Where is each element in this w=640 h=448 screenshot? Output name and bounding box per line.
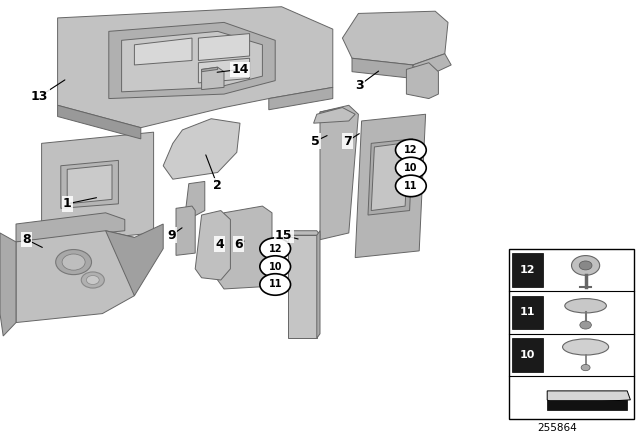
Polygon shape xyxy=(218,206,272,289)
Polygon shape xyxy=(198,58,250,83)
Text: 12: 12 xyxy=(520,265,535,275)
Polygon shape xyxy=(342,11,448,65)
Text: 11: 11 xyxy=(520,307,535,318)
FancyBboxPatch shape xyxy=(547,400,627,410)
Text: 1: 1 xyxy=(63,197,72,211)
Text: 9: 9 xyxy=(167,228,176,242)
Polygon shape xyxy=(352,58,413,78)
Circle shape xyxy=(56,250,92,275)
Text: 15: 15 xyxy=(275,228,292,242)
Polygon shape xyxy=(202,67,224,90)
Ellipse shape xyxy=(565,298,607,313)
Polygon shape xyxy=(355,114,426,258)
Text: 14: 14 xyxy=(231,63,249,76)
FancyBboxPatch shape xyxy=(512,253,543,287)
Polygon shape xyxy=(198,34,250,60)
Polygon shape xyxy=(109,22,275,99)
Polygon shape xyxy=(371,142,408,211)
Text: 255864: 255864 xyxy=(537,423,577,433)
FancyBboxPatch shape xyxy=(509,249,634,419)
Polygon shape xyxy=(202,67,218,72)
Polygon shape xyxy=(134,38,192,65)
Text: 13: 13 xyxy=(31,90,49,103)
Text: 10: 10 xyxy=(520,350,535,360)
Polygon shape xyxy=(0,233,16,336)
Text: 4: 4 xyxy=(215,237,224,251)
Polygon shape xyxy=(547,391,630,405)
Text: 10: 10 xyxy=(404,163,418,173)
Polygon shape xyxy=(320,105,358,240)
Text: 12: 12 xyxy=(268,244,282,254)
Polygon shape xyxy=(58,105,141,139)
Polygon shape xyxy=(16,213,125,242)
FancyBboxPatch shape xyxy=(512,296,543,329)
Polygon shape xyxy=(317,231,320,338)
Polygon shape xyxy=(406,63,438,99)
Text: 11: 11 xyxy=(268,280,282,289)
Polygon shape xyxy=(195,211,230,280)
Polygon shape xyxy=(413,54,451,78)
Text: 11: 11 xyxy=(404,181,418,191)
Circle shape xyxy=(260,256,291,277)
Text: 7: 7 xyxy=(343,134,352,148)
Polygon shape xyxy=(122,31,262,92)
Polygon shape xyxy=(58,7,333,128)
Circle shape xyxy=(62,254,85,270)
Polygon shape xyxy=(314,108,355,123)
Circle shape xyxy=(86,276,99,284)
Circle shape xyxy=(580,321,591,329)
Polygon shape xyxy=(288,235,317,338)
Ellipse shape xyxy=(563,339,609,355)
Text: 10: 10 xyxy=(268,262,282,271)
Polygon shape xyxy=(67,165,112,204)
Polygon shape xyxy=(16,231,134,323)
Polygon shape xyxy=(106,224,163,296)
FancyBboxPatch shape xyxy=(512,338,543,372)
Circle shape xyxy=(581,365,590,371)
Polygon shape xyxy=(186,181,205,217)
Circle shape xyxy=(579,261,592,270)
Polygon shape xyxy=(368,139,413,215)
Text: 3: 3 xyxy=(355,78,364,92)
Circle shape xyxy=(260,274,291,295)
Polygon shape xyxy=(176,206,195,255)
Circle shape xyxy=(572,255,600,275)
Text: 2: 2 xyxy=(213,179,222,193)
Circle shape xyxy=(260,238,291,259)
Circle shape xyxy=(396,175,426,197)
Text: 12: 12 xyxy=(404,145,418,155)
Circle shape xyxy=(81,272,104,288)
Polygon shape xyxy=(320,108,342,119)
Polygon shape xyxy=(269,87,333,110)
Text: 8: 8 xyxy=(22,233,31,246)
Polygon shape xyxy=(42,132,154,244)
Text: 6: 6 xyxy=(234,237,243,251)
Polygon shape xyxy=(163,119,240,179)
Polygon shape xyxy=(61,160,118,208)
Circle shape xyxy=(396,139,426,161)
Circle shape xyxy=(396,157,426,179)
Text: 5: 5 xyxy=(311,134,320,148)
Polygon shape xyxy=(288,231,320,235)
